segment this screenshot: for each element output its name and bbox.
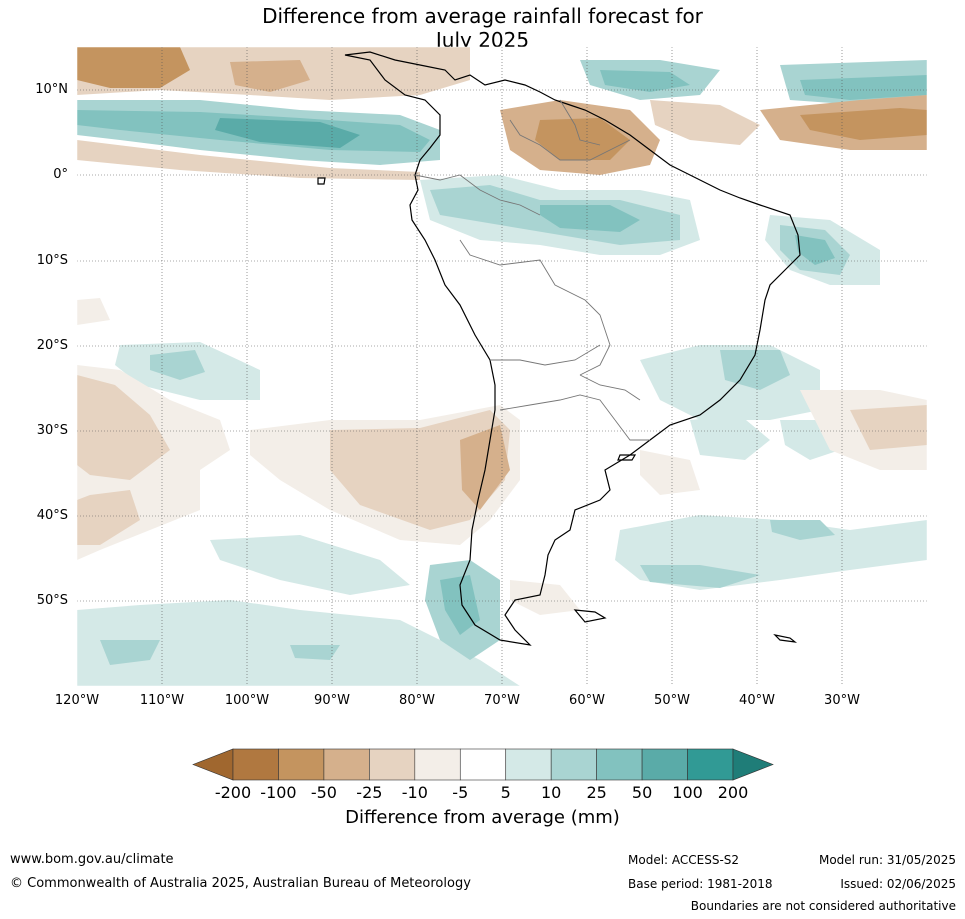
colorbar-swatch <box>550 748 597 781</box>
title-line-1: Difference from average rainfall forecas… <box>262 4 703 28</box>
colorbar-swatch <box>505 748 552 781</box>
lat-label-40s: 40°S <box>36 508 68 523</box>
colorbar <box>192 748 774 781</box>
colorbar-swatch <box>232 748 279 781</box>
colorbar-swatch <box>687 748 734 781</box>
colorbar-extend-low <box>192 748 234 781</box>
lon-label-90w: 90°W <box>314 693 350 708</box>
colorbar-swatch <box>459 748 507 781</box>
lon-label-110w: 110°W <box>139 693 185 708</box>
lat-label-10s: 10°S <box>36 253 68 268</box>
colorbar-swatch <box>641 748 688 781</box>
colorbar-tick-label: 50 <box>631 783 653 802</box>
colorbar-label: Difference from average (mm) <box>345 807 620 828</box>
colorbar-tick-label: -5 <box>452 783 469 802</box>
colorbar-tick-label: -50 <box>310 783 337 802</box>
colorbar-tick-label: -10 <box>401 783 428 802</box>
colorbar-tick-label: -200 <box>214 783 252 802</box>
footer-model-run: Model run: 31/05/2025 <box>818 853 956 867</box>
rainfall-anomaly-shading <box>77 47 927 686</box>
lon-label-60w: 60°W <box>569 693 605 708</box>
lon-label-70w: 70°W <box>484 693 520 708</box>
map-title: Difference from average rainfall forecas… <box>0 4 965 52</box>
colorbar-swatch <box>323 748 370 781</box>
footer-base-period: Base period: 1981-2018 <box>628 877 773 891</box>
colorbar-swatch <box>414 748 461 781</box>
footer-copyright: © Commonwealth of Australia 2025, Austra… <box>10 876 471 891</box>
lat-label-50s: 50°S <box>36 593 68 608</box>
lon-label-120w: 120°W <box>54 693 100 708</box>
colorbar-swatch <box>369 748 416 781</box>
colorbar-swatch <box>596 748 643 781</box>
colorbar-tick-label: -100 <box>260 783 297 802</box>
lat-label-30s: 30°S <box>36 423 68 438</box>
country-borders <box>414 99 650 441</box>
colorbar-extend-high <box>732 748 774 781</box>
colorbar-tick-label: 25 <box>586 783 607 802</box>
colorbar-tick-label: 5 <box>500 783 511 802</box>
footer-model: Model: ACCESS-S2 <box>628 853 740 867</box>
lon-label-40w: 40°W <box>739 693 775 708</box>
south-america-outline <box>317 51 801 646</box>
colorbar-swatch <box>278 748 325 781</box>
lon-label-50w: 50°W <box>654 693 690 708</box>
lat-label-0: 0° <box>53 167 68 182</box>
colorbar-tick-label: 200 <box>717 783 749 802</box>
lon-label-30w: 30°W <box>824 693 860 708</box>
lat-label-10n: 10°N <box>35 82 68 97</box>
lon-label-80w: 80°W <box>399 693 435 708</box>
lat-label-20s: 20°S <box>36 338 68 353</box>
graticule <box>77 47 927 686</box>
footer-issued: Issued: 02/06/2025 <box>840 877 956 891</box>
lon-label-100w: 100°W <box>224 693 270 708</box>
colorbar-tick-label: 10 <box>540 783 562 802</box>
colorbar-tick-label: -25 <box>356 783 383 802</box>
footer-disclaimer: Boundaries are not considered authoritat… <box>690 899 956 913</box>
colorbar-tick-label: 100 <box>672 783 703 802</box>
footer-url[interactable]: www.bom.gov.au/climate <box>10 852 174 867</box>
